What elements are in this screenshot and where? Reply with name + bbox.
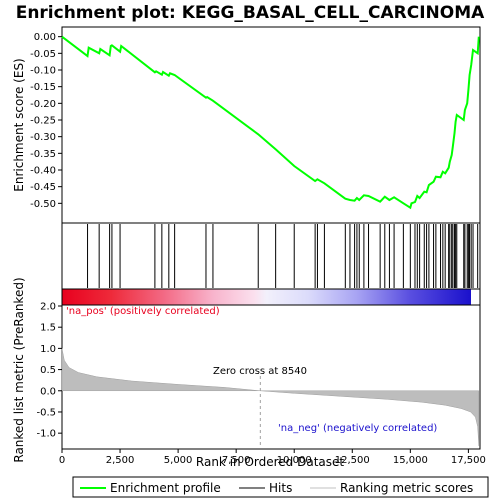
metric-y-tick-label: 2.0 <box>40 302 56 313</box>
es-y-tick-label: -0.30 <box>30 132 56 143</box>
pos-correlated-label: 'na_pos' (positively correlated) <box>66 306 220 317</box>
es-y-ticks: 0.00 -0.05 -0.10 -0.15 -0.20 -0.25 -0.30 -0.35 -… <box>30 32 62 210</box>
metric-y-ticks: 2.0 1.5 1.0 0.5 0.0 -0.5 -1.0 <box>36 302 62 440</box>
es-y-axis-label: Enrichment score (ES) <box>12 58 26 191</box>
es-y-tick-label: -0.45 <box>30 182 56 193</box>
color-bar-gradient <box>62 289 471 305</box>
metric-panel: 2.0 1.5 1.0 0.5 0.0 -0.5 -1.0 'na_pos' (positi… <box>12 277 481 463</box>
x-tick-label: 5,000 <box>164 455 193 466</box>
ranking-metric-area <box>61 348 480 446</box>
es-y-tick-label: -0.50 <box>30 199 56 210</box>
x-tick-label: 2,500 <box>106 455 135 466</box>
metric-y-tick-label: 0.0 <box>40 386 56 397</box>
metric-panel-frame <box>61 304 481 450</box>
x-tick-label: 7,500 <box>222 455 251 466</box>
es-y-tick-label: -0.40 <box>30 166 56 177</box>
legend-label-enrichment: Enrichment profile <box>110 481 221 495</box>
metric-y-tick-label: 0.5 <box>40 365 56 376</box>
metric-y-tick-label: 1.5 <box>40 323 56 334</box>
es-y-tick-label: -0.20 <box>30 99 56 110</box>
legend: Enrichment profile Hits Ranking metric s… <box>72 476 489 498</box>
x-tick-label: 17,500 <box>451 455 486 466</box>
es-panel-frame <box>61 26 481 224</box>
es-y-tick-label: -0.05 <box>30 49 56 60</box>
legend-label-metric: Ranking metric scores <box>340 481 473 495</box>
x-tick-label: 15,000 <box>393 455 428 466</box>
hits-panel <box>61 222 481 290</box>
rank-color-bar <box>61 288 481 306</box>
es-y-tick-label: -0.25 <box>30 116 56 127</box>
es-y-tick-label: -0.10 <box>30 66 56 77</box>
x-tick-label: 0 <box>59 455 65 466</box>
legend-box <box>72 476 489 498</box>
neg-correlated-label: 'na_neg' (negatively correlated) <box>278 423 437 434</box>
metric-y-tick-label: -1.0 <box>36 429 56 440</box>
es-y-tick-label: -0.35 <box>30 149 56 160</box>
x-axis-ticks: 0 2,500 5,000 7,500 10,000 12,500 15,000 17,500 <box>59 449 486 466</box>
x-axis-label: Rank in Ordered Dataset <box>196 455 344 469</box>
es-panel: 0.00 -0.05 -0.10 -0.15 -0.20 -0.25 -0.30 -0.35 -… <box>12 26 481 224</box>
metric-y-tick-label: -0.5 <box>36 407 56 418</box>
es-y-tick-label: -0.15 <box>30 82 56 93</box>
metric-y-axis-label: Ranked list metric (PreRanked) <box>12 277 26 462</box>
es-y-tick-label: 0.00 <box>34 32 56 43</box>
x-tick-label: 12,500 <box>335 455 370 466</box>
zero-cross-label: Zero cross at 8540 <box>213 366 307 377</box>
metric-y-tick-label: 1.0 <box>40 344 56 355</box>
hit-lines <box>87 224 479 288</box>
legend-label-hits: Hits <box>269 481 292 495</box>
x-tick-label: 10,000 <box>277 455 312 466</box>
chart-title: Enrichment plot: KEGG_BASAL_CELL_CARCINO… <box>16 3 485 23</box>
enrichment-profile-line <box>61 35 480 210</box>
